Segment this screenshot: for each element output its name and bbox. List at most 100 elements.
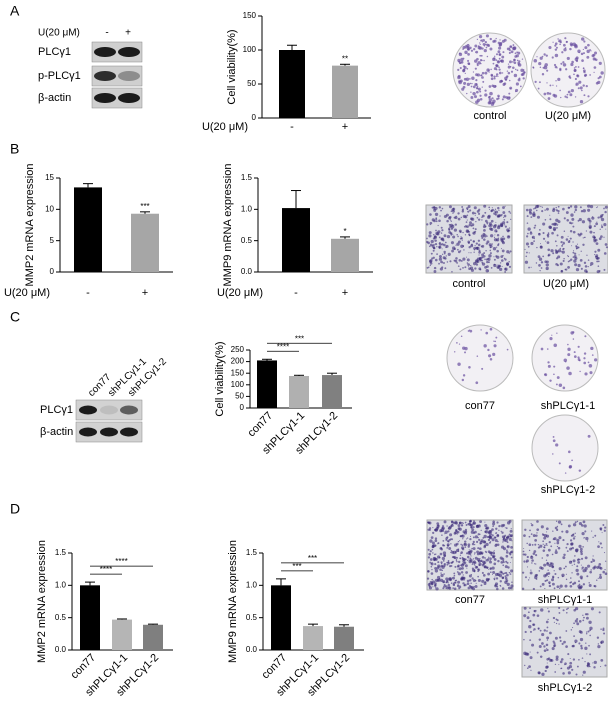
cell bbox=[477, 212, 481, 216]
cell bbox=[488, 254, 492, 258]
cell bbox=[534, 224, 537, 227]
cell bbox=[474, 556, 478, 560]
cell bbox=[553, 644, 557, 647]
colony bbox=[565, 361, 567, 363]
cell bbox=[533, 610, 536, 612]
cell bbox=[433, 235, 437, 238]
cell bbox=[456, 560, 458, 563]
cell bbox=[434, 539, 438, 543]
cell bbox=[585, 633, 588, 635]
cell bbox=[526, 222, 529, 224]
image-caption: control bbox=[473, 110, 506, 122]
colony bbox=[470, 85, 473, 88]
cell bbox=[531, 562, 533, 564]
cell bbox=[472, 579, 476, 583]
colony bbox=[463, 68, 466, 71]
colony bbox=[573, 69, 577, 73]
cell bbox=[579, 575, 583, 579]
cell bbox=[484, 265, 487, 269]
colony bbox=[538, 81, 541, 84]
cell bbox=[501, 576, 505, 580]
cell bbox=[492, 225, 497, 229]
cell bbox=[564, 565, 567, 568]
cell bbox=[535, 262, 538, 264]
colony bbox=[510, 70, 514, 73]
cell bbox=[588, 582, 590, 584]
colony bbox=[574, 96, 577, 98]
cell bbox=[590, 262, 594, 266]
cell bbox=[474, 245, 476, 247]
cell bbox=[572, 251, 575, 254]
colony bbox=[532, 66, 535, 69]
colony bbox=[492, 352, 496, 356]
colony bbox=[564, 472, 567, 474]
y-tick-label: 150 bbox=[243, 11, 257, 20]
cell bbox=[488, 208, 490, 210]
cell bbox=[554, 240, 557, 243]
panel-label: C bbox=[10, 309, 20, 325]
y-tick-label: 10 bbox=[45, 204, 54, 213]
cell bbox=[460, 543, 462, 546]
cell bbox=[600, 529, 602, 531]
cell bbox=[531, 643, 535, 647]
cell bbox=[570, 577, 572, 579]
cell bbox=[532, 613, 536, 617]
colony bbox=[544, 63, 548, 67]
cell bbox=[454, 557, 456, 560]
cell bbox=[530, 522, 532, 525]
cell bbox=[471, 567, 474, 570]
cell bbox=[594, 534, 597, 537]
cell bbox=[439, 552, 443, 556]
cell bbox=[552, 530, 554, 532]
colony bbox=[459, 79, 463, 83]
cell bbox=[501, 587, 505, 590]
colony bbox=[490, 102, 495, 106]
colony bbox=[498, 71, 502, 75]
cell bbox=[508, 265, 512, 268]
colony bbox=[488, 98, 492, 102]
cell bbox=[585, 642, 587, 644]
cell bbox=[506, 561, 509, 564]
cell bbox=[597, 644, 601, 649]
colony bbox=[590, 346, 594, 351]
cell bbox=[543, 649, 547, 652]
colony bbox=[489, 327, 493, 331]
panel-label: B bbox=[10, 141, 19, 157]
colony bbox=[482, 80, 485, 83]
colony bbox=[587, 95, 590, 98]
cell bbox=[555, 250, 559, 254]
cell bbox=[508, 537, 512, 541]
cell bbox=[596, 260, 599, 263]
colony bbox=[546, 82, 548, 84]
cell bbox=[488, 568, 490, 570]
cell bbox=[537, 546, 540, 549]
colony bbox=[593, 71, 595, 73]
colony bbox=[497, 97, 500, 100]
cell bbox=[580, 646, 583, 650]
colony bbox=[487, 96, 491, 99]
cell bbox=[448, 586, 452, 590]
cell bbox=[584, 265, 588, 268]
colony bbox=[488, 71, 490, 73]
colony bbox=[561, 51, 564, 54]
colony bbox=[543, 65, 548, 70]
cell bbox=[595, 242, 599, 246]
cell bbox=[500, 561, 504, 564]
colony bbox=[464, 50, 468, 55]
colony bbox=[514, 68, 517, 71]
colony bbox=[467, 62, 471, 65]
cell bbox=[464, 234, 467, 236]
colony bbox=[457, 58, 461, 63]
cell bbox=[599, 566, 603, 570]
colony bbox=[476, 57, 479, 61]
cell bbox=[591, 216, 595, 220]
cell bbox=[432, 552, 434, 554]
colony bbox=[502, 95, 506, 99]
cell bbox=[503, 535, 506, 538]
colony bbox=[484, 41, 487, 44]
cell bbox=[456, 234, 458, 236]
cell bbox=[473, 251, 475, 253]
cell bbox=[548, 541, 551, 544]
colony bbox=[490, 68, 492, 71]
cell bbox=[533, 208, 535, 210]
